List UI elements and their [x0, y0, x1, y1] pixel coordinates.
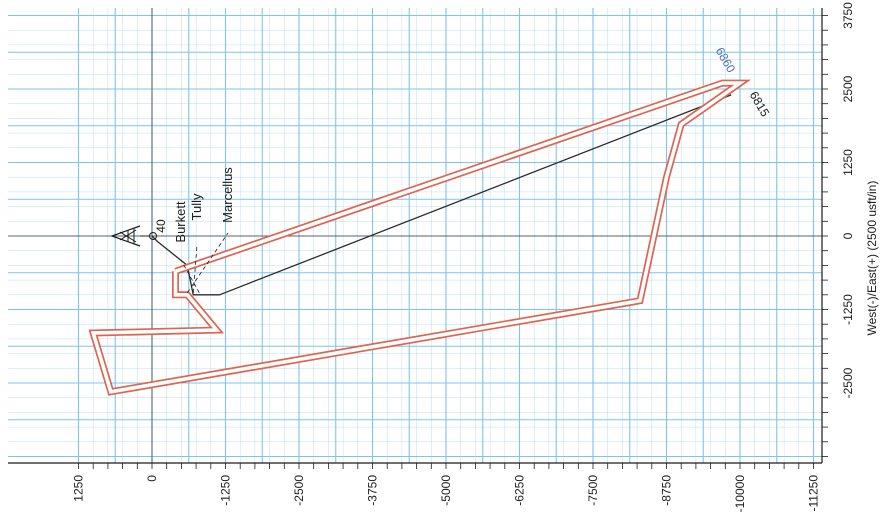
right-axis-title: West(-)/East(+) (2500 usft/in) [865, 181, 879, 336]
bottom-axis-tick-label: 1250 [72, 475, 86, 502]
axes: 1250 0 -1250 -2500 -3750 -5000 -6250 -7500 -8750… [8, 2, 879, 513]
right-axis-tick-label: 2500 [841, 75, 855, 102]
bottom-axis-tick-label: -5000 [439, 475, 453, 506]
annotation-label: 40 [154, 219, 168, 233]
bottom-axis-tick-label: -2500 [292, 475, 306, 506]
rig-icon [119, 231, 137, 243]
bottom-axis-tick-label: -11250 [807, 475, 821, 512]
bottom-axis-tick-label: -6250 [513, 475, 527, 506]
wellpath-line [151, 94, 732, 296]
right-axis-tick-label: 3750 [841, 2, 855, 29]
formation-leader [192, 244, 198, 293]
bottom-axis-tick-label: -8750 [660, 475, 674, 506]
rig-icon [110, 225, 157, 247]
rig-icon [119, 229, 137, 241]
bottom-axis-tick-label: -1250 [219, 475, 233, 506]
bottom-axis-tick-label: -10000 [733, 475, 747, 513]
rig-icon [149, 232, 157, 240]
formation-leader [180, 259, 200, 293]
right-axis-tick-label: 1250 [841, 149, 855, 176]
bottom-axis-tick-label: -7500 [586, 475, 600, 506]
formation-label: Tully [189, 193, 204, 220]
right-axis-tick-label: -1250 [841, 294, 855, 325]
formation-label: Marcellus [220, 167, 235, 223]
formation-leader [186, 232, 229, 294]
bottom-axis-tick-label: 0 [145, 475, 159, 482]
rig-icon [110, 225, 141, 247]
right-axis-tick-label: 0 [841, 232, 855, 239]
right-axis-tick-label: -2500 [841, 367, 855, 398]
bottom-axis-tick-label: -3750 [366, 475, 380, 506]
lease-boundary-gap [90, 81, 746, 394]
series-layer [88, 79, 752, 396]
formation-label: Burkett [173, 201, 188, 243]
